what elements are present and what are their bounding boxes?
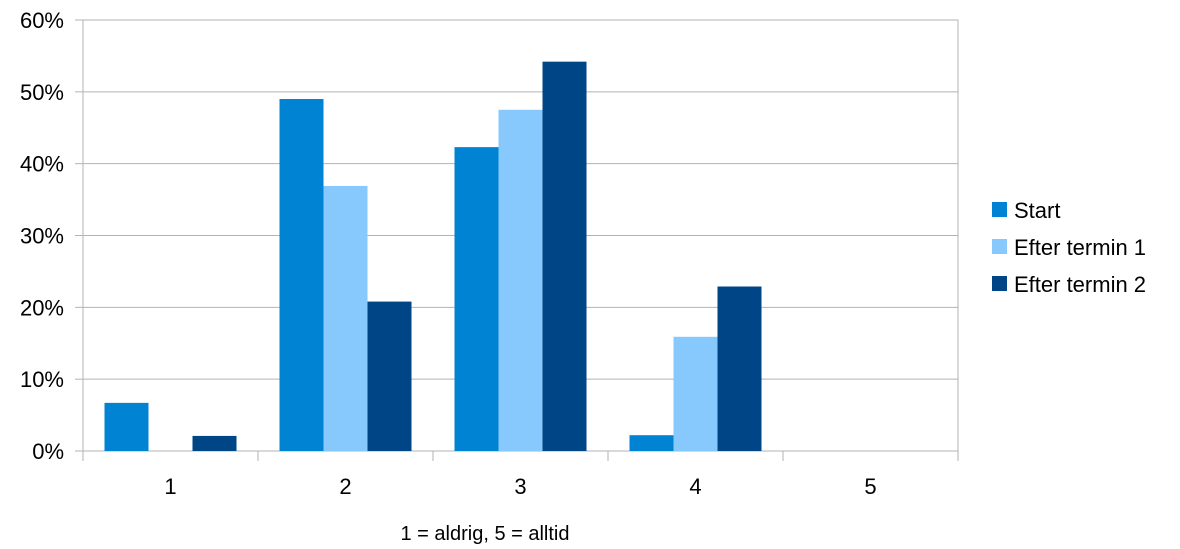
x-tick-label: 3 xyxy=(514,474,526,499)
x-tick-label: 1 xyxy=(164,474,176,499)
bar xyxy=(542,61,587,452)
x-tick-label: 5 xyxy=(864,474,876,499)
bar xyxy=(717,286,762,451)
bar xyxy=(629,435,674,451)
bar xyxy=(498,109,543,452)
bars xyxy=(104,61,762,452)
bar xyxy=(279,99,324,452)
legend-label: Efter termin 1 xyxy=(1014,235,1146,260)
legend-swatch xyxy=(992,239,1007,254)
bar xyxy=(367,301,412,451)
y-tick-label: 50% xyxy=(20,80,64,105)
bar xyxy=(673,336,718,451)
legend-label: Start xyxy=(1014,198,1060,223)
bar xyxy=(192,435,237,451)
bar xyxy=(454,147,499,451)
x-tick-label: 4 xyxy=(689,474,701,499)
legend-swatch xyxy=(992,202,1007,217)
x-tick-label: 2 xyxy=(339,474,351,499)
axes: 0% 10% 20% 30% 40% 50% 60% 1 2 3 4 5 xyxy=(20,8,959,499)
y-tick-label: 40% xyxy=(20,152,64,177)
x-axis-title: 1 = aldrig, 5 = alltid xyxy=(401,523,570,545)
y-tick-label: 10% xyxy=(20,367,64,392)
bar xyxy=(104,402,149,451)
bar xyxy=(323,185,368,451)
y-tick-label: 30% xyxy=(20,224,64,249)
legend-swatch xyxy=(992,276,1007,291)
legend-label: Efter termin 2 xyxy=(1014,272,1146,297)
y-tick-label: 20% xyxy=(20,295,64,320)
y-tick-label: 60% xyxy=(20,8,64,33)
y-tick-label: 0% xyxy=(32,439,64,464)
legend: Start Efter termin 1 Efter termin 2 xyxy=(992,198,1146,297)
